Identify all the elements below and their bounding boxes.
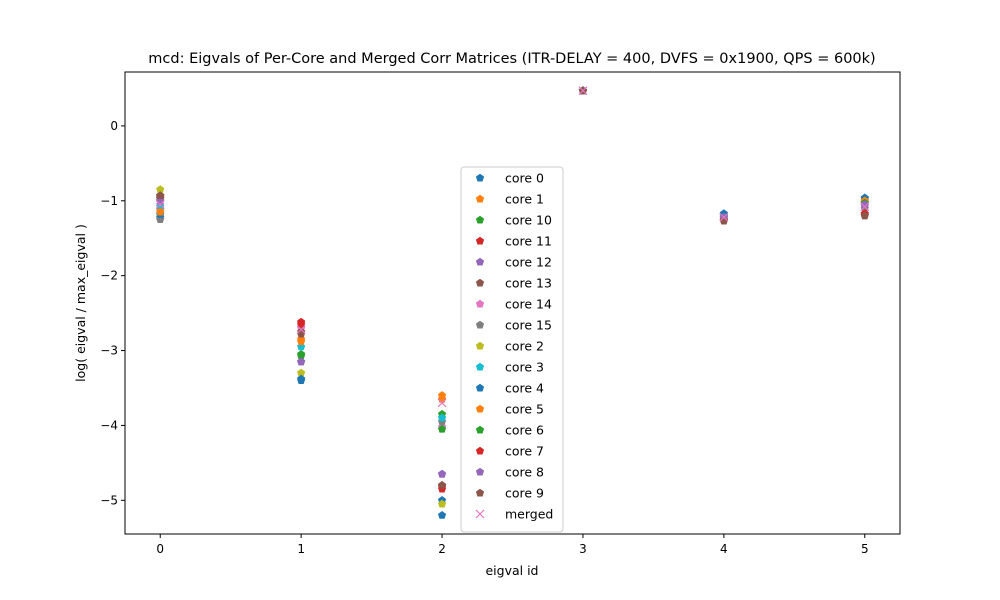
legend-marker	[475, 236, 485, 245]
x-tick-label: 2	[438, 542, 446, 556]
legend-marker	[475, 257, 485, 266]
data-point	[437, 413, 447, 422]
legend-marker	[475, 509, 485, 519]
legend-label: core 2	[505, 339, 544, 354]
data-point	[156, 202, 165, 211]
legend-box	[460, 166, 564, 533]
legend-marker	[475, 425, 485, 434]
legend-label: core 13	[505, 276, 552, 291]
data-point	[437, 469, 447, 478]
legend-marker	[475, 467, 485, 476]
data-point	[297, 357, 306, 366]
legend-marker	[475, 278, 485, 287]
data-point	[297, 337, 306, 346]
plot-frame	[124, 71, 901, 535]
y-tick-label: −5	[100, 493, 118, 507]
legend-label: core 15	[505, 318, 552, 333]
x-tick-label: 3	[579, 542, 587, 556]
legend-label: core 10	[505, 213, 552, 228]
legend-label: core 14	[505, 297, 552, 312]
y-axis-ticks: 0 −1 −2 −3 −4 −5	[100, 119, 125, 507]
data-point	[860, 202, 870, 212]
data-point	[155, 200, 165, 209]
data-point	[297, 351, 306, 360]
x-axis-label: eigval id	[485, 563, 538, 578]
data-point	[156, 191, 165, 200]
legend-marker	[475, 383, 485, 392]
legend-label: core 4	[505, 381, 544, 396]
data-points	[155, 86, 870, 519]
data-point	[156, 185, 165, 194]
legend-marker	[475, 320, 485, 329]
y-tick-label: −4	[100, 418, 118, 432]
y-tick-label: 0	[110, 119, 118, 133]
x-tick-label: 4	[720, 542, 728, 556]
data-point	[437, 481, 447, 489]
data-point	[297, 374, 306, 383]
legend-label: core 12	[505, 255, 552, 270]
legend-label: core 9	[505, 486, 544, 501]
legend-marker	[475, 362, 485, 371]
legend-label: core 8	[505, 465, 544, 480]
legend-label: core 7	[505, 444, 544, 459]
data-point	[156, 207, 165, 216]
legend-marker	[475, 194, 485, 203]
legend-label: core 0	[505, 171, 544, 186]
legend-label: core 11	[505, 234, 552, 249]
data-point	[437, 424, 447, 433]
x-axis-ticks: 0 1 2 3 4 5	[156, 534, 869, 556]
data-point	[297, 368, 306, 377]
legend-label: core 1	[505, 192, 544, 207]
legend-label: merged	[505, 507, 553, 522]
y-tick-label: −1	[100, 194, 118, 208]
data-point	[437, 499, 447, 508]
x-tick-label: 1	[297, 542, 305, 556]
y-tick-label: −3	[100, 344, 118, 358]
data-point	[860, 211, 869, 220]
legend: core 0 core 1 core 10 core 11 core 12 core 13…	[460, 166, 564, 533]
legend-marker	[475, 173, 485, 182]
x-tick-label: 5	[861, 542, 869, 556]
data-point	[296, 325, 306, 335]
y-axis-label: log( eigval / max_eigval )	[73, 224, 88, 382]
x-tick-label: 0	[156, 542, 164, 556]
y-tick-label: −2	[100, 269, 118, 283]
data-point	[719, 212, 729, 222]
legend-marker	[475, 404, 485, 413]
legend-label: core 6	[505, 423, 544, 438]
legend-marker	[475, 446, 485, 455]
chart-title: mcd: Eigvals of Per-Core and Merged Corr…	[148, 51, 875, 67]
legend-marker	[475, 215, 485, 224]
data-point	[860, 200, 869, 209]
legend-marker	[475, 488, 485, 497]
legend-label: core 5	[505, 402, 544, 417]
data-point	[578, 86, 588, 96]
data-point	[437, 398, 447, 408]
legend-marker	[475, 299, 485, 308]
legend-label: core 3	[505, 360, 544, 375]
data-point	[297, 320, 306, 328]
data-point	[297, 327, 306, 336]
data-point	[437, 510, 447, 519]
legend-marker	[475, 341, 485, 350]
